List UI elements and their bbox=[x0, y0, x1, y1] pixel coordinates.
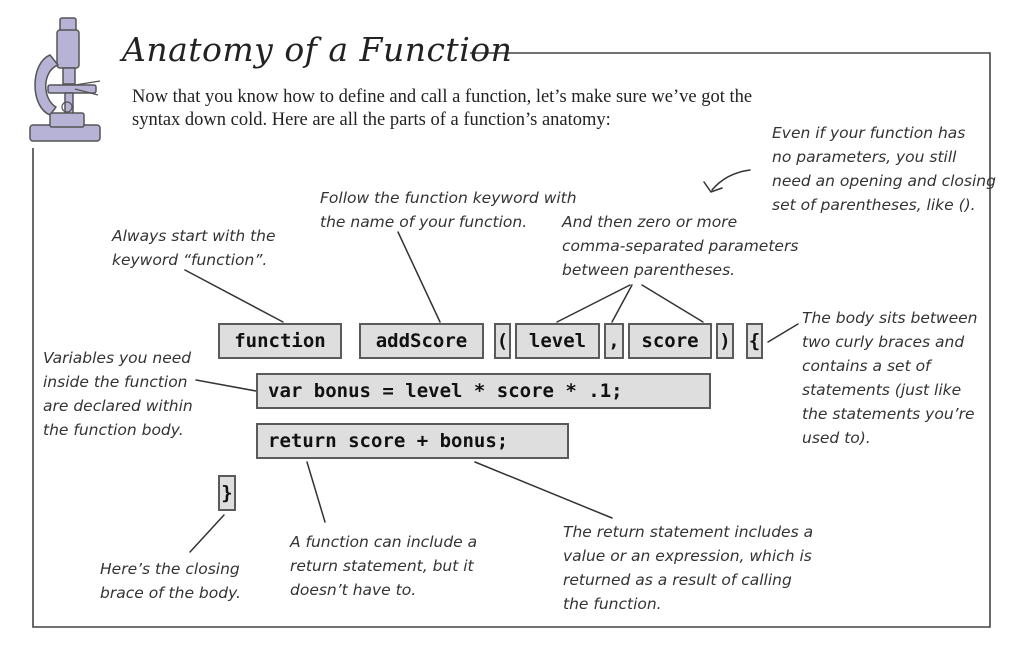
page-title: Anatomy of a Function bbox=[122, 30, 513, 69]
code-var-statement: var bonus = level * score * .1; bbox=[256, 373, 711, 409]
code-param-level: level bbox=[515, 323, 600, 359]
intro-text: Now that you know how to define and call… bbox=[132, 87, 753, 130]
code-close-brace: } bbox=[218, 475, 236, 511]
note-return-optional: A function can include a return statemen… bbox=[290, 533, 478, 599]
note-closing-brace: Here’s the closing brace of the body. bbox=[100, 560, 241, 602]
note-keyword: Always start with the keyword “function”… bbox=[112, 227, 276, 269]
code-open-brace: { bbox=[746, 323, 763, 359]
note-variables: Variables you need inside the function a… bbox=[43, 349, 193, 439]
code-close-paren: ) bbox=[716, 323, 734, 359]
note-body: The body sits between two curly braces a… bbox=[802, 309, 978, 447]
code-comma: , bbox=[604, 323, 624, 359]
note-empty-params: Even if your function has no parameters,… bbox=[772, 124, 996, 214]
note-function-name: Follow the function keyword with the nam… bbox=[320, 189, 577, 231]
code-param-score: score bbox=[628, 323, 712, 359]
code-return-statement: return score + bonus; bbox=[256, 423, 569, 459]
note-parameters: And then zero or more comma-separated pa… bbox=[562, 213, 799, 279]
note-return-value: The return statement includes a value or… bbox=[563, 523, 814, 613]
code-keyword-function: function bbox=[218, 323, 342, 359]
code-open-paren: ( bbox=[494, 323, 511, 359]
microscope-icon bbox=[29, 17, 101, 142]
code-function-name: addScore bbox=[359, 323, 484, 359]
